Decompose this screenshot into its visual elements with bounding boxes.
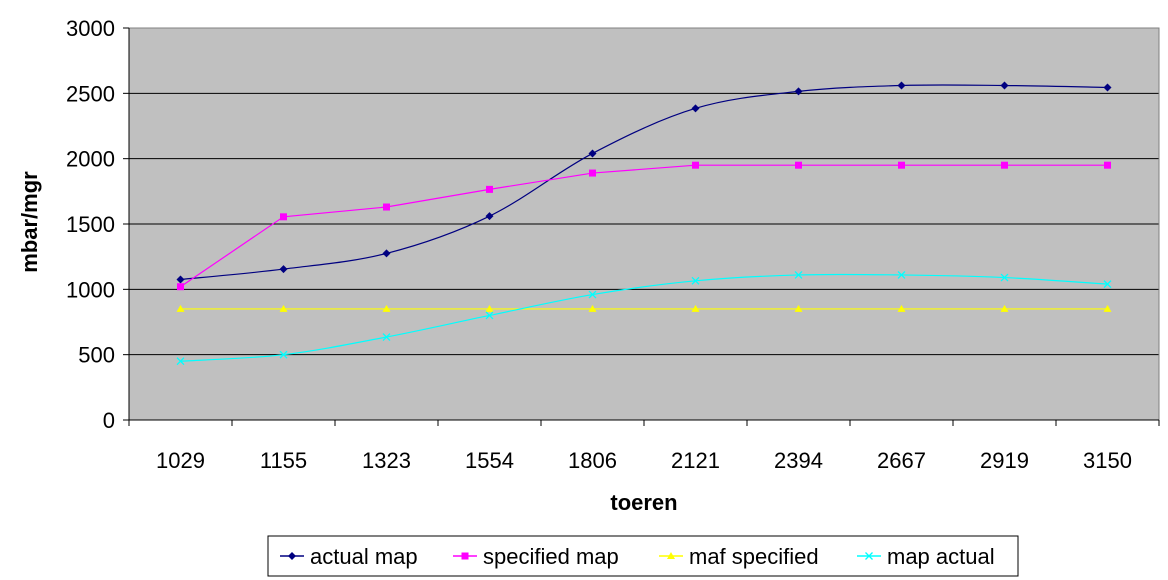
x-axis-title: toeren (610, 490, 677, 515)
data-point (897, 304, 906, 312)
data-point (176, 304, 185, 312)
y-tick-label: 3000 (66, 16, 115, 41)
legend-marker (288, 552, 296, 560)
legend-marker (461, 552, 469, 560)
data-point (383, 203, 390, 211)
y-axis-title: mbar/mgr (17, 171, 42, 273)
data-point (794, 87, 803, 96)
data-point (1000, 273, 1009, 282)
data-point (279, 265, 288, 274)
data-point (486, 185, 493, 193)
series-line (180, 273, 1108, 362)
legend-label: actual map (310, 544, 418, 569)
series-map-actual (176, 271, 1112, 366)
data-point (795, 161, 802, 169)
data-point (794, 304, 803, 312)
gridlines (129, 92, 1159, 356)
marker-stroke (485, 311, 494, 320)
x-tick-label: 1029 (156, 448, 205, 473)
legend: actual map specified map maf specified map … (267, 535, 1019, 577)
data-point (588, 149, 597, 158)
legend-label: maf specified (689, 544, 819, 569)
x-tick-label: 3150 (1083, 448, 1132, 473)
x-tick-label: 1323 (362, 448, 411, 473)
data-point (898, 161, 905, 169)
data-point (1001, 161, 1008, 169)
marker-stroke (279, 350, 288, 359)
data-point (897, 81, 906, 90)
data-point (794, 271, 803, 279)
legend-entry: map actual (857, 544, 995, 569)
x-tick-label: 2919 (980, 448, 1029, 473)
data-point (176, 275, 185, 284)
legend-marker (865, 552, 873, 560)
x-tick-label: 1554 (465, 448, 514, 473)
data-point (1103, 83, 1112, 92)
data-point (691, 104, 700, 113)
x-tick-label: 2394 (774, 448, 823, 473)
series-actual-map (176, 81, 1112, 284)
marker-stroke (691, 276, 700, 285)
data-point (588, 290, 597, 299)
legend-entry: actual map (280, 544, 418, 569)
data-point (177, 283, 184, 291)
axes (123, 27, 1160, 426)
data-point (1104, 161, 1111, 169)
marker-stroke (897, 271, 906, 279)
marker-stroke (382, 333, 391, 341)
data-point (176, 357, 185, 366)
series-specified-map (177, 161, 1111, 291)
data-point (1000, 304, 1009, 312)
data-point (1103, 304, 1112, 312)
data-point (1000, 81, 1009, 90)
data-point (382, 249, 391, 258)
y-tick-label: 1500 (66, 212, 115, 237)
data-point (692, 161, 699, 169)
x-tick-labels: 1029 1155 1323 1554 1806 2121 2394 2667 2919 3150 (156, 448, 1132, 473)
data-point (485, 311, 494, 320)
data-point (279, 304, 288, 312)
legend-label: specified map (483, 544, 619, 569)
marker-stroke (1103, 280, 1112, 289)
data-point (485, 212, 494, 221)
y-tick-labels: 0 500 1000 1500 2000 2500 3000 (66, 16, 115, 433)
data-point (691, 304, 700, 312)
data-point (382, 304, 391, 312)
legend-label: map actual (887, 544, 995, 569)
y-tick-label: 1000 (66, 277, 115, 302)
series-line (180, 164, 1108, 288)
data-point (382, 333, 391, 341)
legend-marker (667, 552, 675, 559)
y-tick-label: 0 (103, 408, 115, 433)
legend-box (267, 535, 1019, 577)
data-point (897, 271, 906, 279)
x-tick-label: 2121 (671, 448, 720, 473)
y-tick-label: 2500 (66, 81, 115, 106)
marker-stroke (588, 290, 597, 299)
data-point (1103, 280, 1112, 289)
x-tick-label: 2667 (877, 448, 926, 473)
data-point (279, 350, 288, 359)
data-point (691, 276, 700, 285)
data-point (485, 304, 494, 312)
x-tick-label: 1806 (568, 448, 617, 473)
data-point (280, 213, 287, 221)
marker-stroke (1000, 273, 1009, 282)
series-line (180, 84, 1108, 281)
y-tick-label: 2000 (66, 147, 115, 172)
y-tick-label: 500 (78, 343, 115, 368)
marker-stroke (794, 271, 803, 279)
x-tick-label: 1155 (260, 448, 307, 473)
series-maf-specified (176, 304, 1112, 312)
data-point (589, 169, 596, 177)
legend-entry: specified map (453, 544, 619, 569)
marker-stroke (865, 552, 873, 560)
series-lines (176, 81, 1112, 366)
legend-entry: maf specified (659, 544, 819, 569)
data-point (588, 304, 597, 312)
marker-stroke (176, 357, 185, 366)
